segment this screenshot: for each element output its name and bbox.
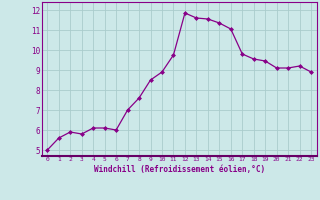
X-axis label: Windchill (Refroidissement éolien,°C): Windchill (Refroidissement éolien,°C) xyxy=(94,165,265,174)
